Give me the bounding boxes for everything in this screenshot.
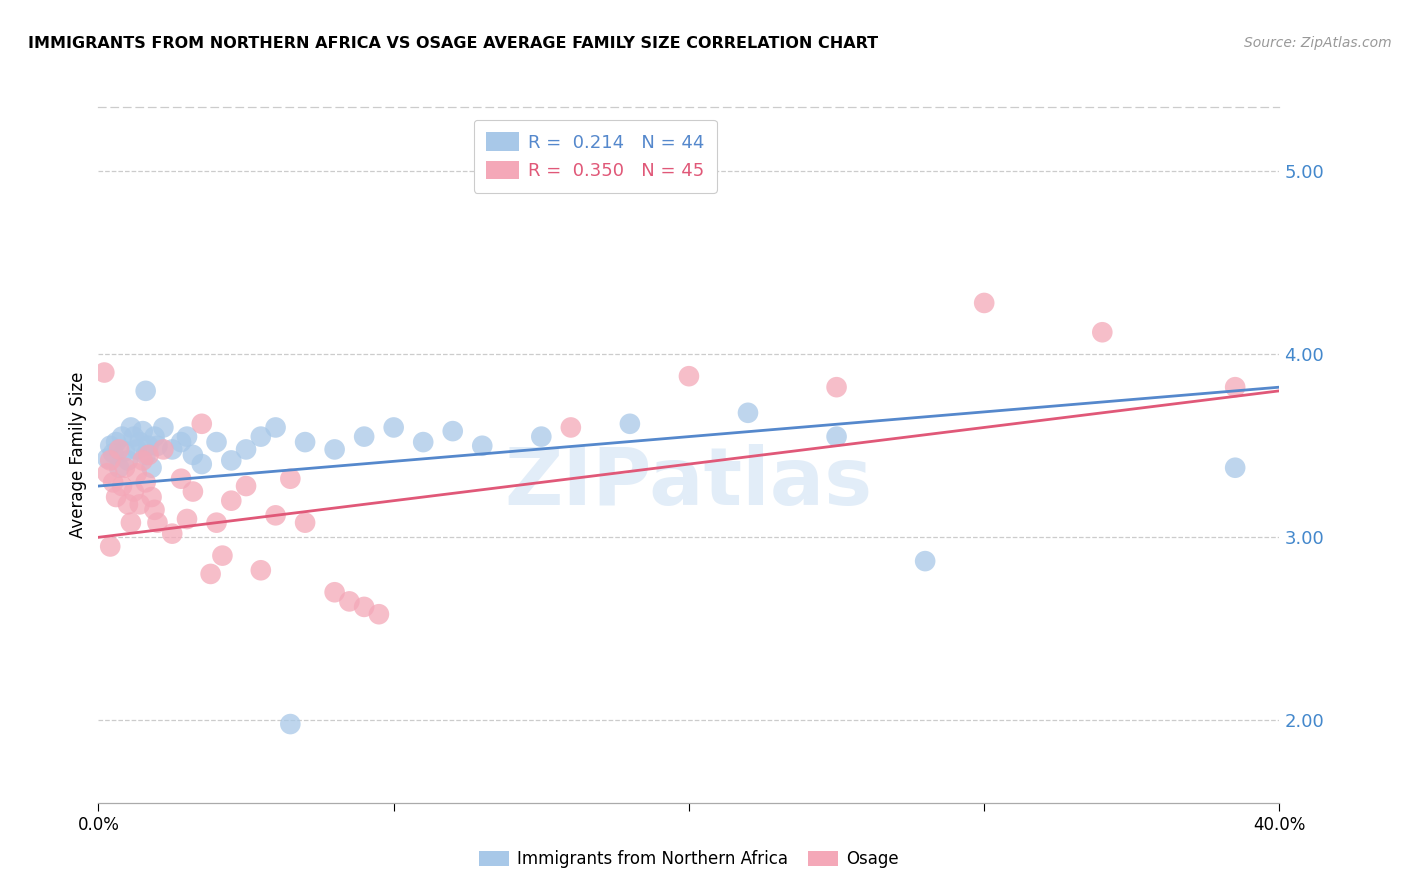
Point [162,526,184,541]
Point [103,446,125,460]
Point [143,503,166,517]
Legend: Immigrants from Northern Africa, Osage: Immigrants from Northern Africa, Osage [472,843,905,874]
Point [128,497,150,511]
Point [382,420,405,434]
Y-axis label: Average Family Size: Average Family Size [69,372,87,538]
Text: IMMIGRANTS FROM NORTHERN AFRICA VS OSAGE AVERAGE FAMILY SIZE CORRELATION CHART: IMMIGRANTS FROM NORTHERN AFRICA VS OSAGE… [28,36,879,51]
Point [114,444,136,458]
Point [250,563,273,577]
Point [152,420,174,434]
Point [170,472,193,486]
Point [170,435,193,450]
Point [280,472,302,486]
Point [176,429,198,443]
Point [264,508,287,523]
Point [221,493,243,508]
Point [138,448,160,462]
Point [471,439,494,453]
Point [105,435,128,450]
Point [191,457,214,471]
Point [146,516,169,530]
Point [825,380,848,394]
Point [114,460,136,475]
Text: ZIPatlas: ZIPatlas [505,443,873,522]
Point [678,369,700,384]
Point [560,420,582,434]
Point [441,424,464,438]
Point [530,429,553,443]
Point [125,442,148,457]
Point [368,607,391,622]
Point [323,442,346,457]
Text: Source: ZipAtlas.com: Source: ZipAtlas.com [1244,36,1392,50]
Point [125,467,148,481]
Point [1225,380,1247,394]
Point [235,442,257,457]
Point [103,475,125,490]
Point [1225,460,1247,475]
Point [141,460,163,475]
Point [117,497,139,511]
Point [191,417,214,431]
Point [98,439,121,453]
Point [105,490,128,504]
Point [141,490,163,504]
Point [264,420,287,434]
Point [323,585,346,599]
Point [1091,325,1114,339]
Point [135,384,157,398]
Point [973,296,995,310]
Point [108,442,131,457]
Point [108,460,131,475]
Point [280,717,302,731]
Point [111,479,134,493]
Point [117,453,139,467]
Point [181,484,204,499]
Point [737,406,759,420]
Point [146,439,169,453]
Point [98,540,121,554]
Point [93,366,115,380]
Point [205,516,228,530]
Point [211,549,233,563]
Point [412,435,434,450]
Point [353,599,375,614]
Point [135,475,157,490]
Point [250,429,273,443]
Point [122,429,145,443]
Point [619,417,641,431]
Point [914,554,936,568]
Point [96,467,118,481]
Point [294,516,316,530]
Point [205,435,228,450]
Point [111,429,134,443]
Point [128,435,150,450]
Point [353,429,375,443]
Point [132,453,155,467]
Point [122,484,145,499]
Point [143,429,166,443]
Point [176,512,198,526]
Point [138,439,160,453]
Point [98,453,121,467]
Point [339,594,361,608]
Point [135,448,157,462]
Point [181,448,204,462]
Point [120,420,142,434]
Point [825,429,848,443]
Point [162,442,184,457]
Point [235,479,257,493]
Point [221,453,243,467]
Point [132,424,155,438]
Point [96,451,118,466]
Point [294,435,316,450]
Point [152,442,174,457]
Point [200,566,222,581]
Point [120,516,142,530]
